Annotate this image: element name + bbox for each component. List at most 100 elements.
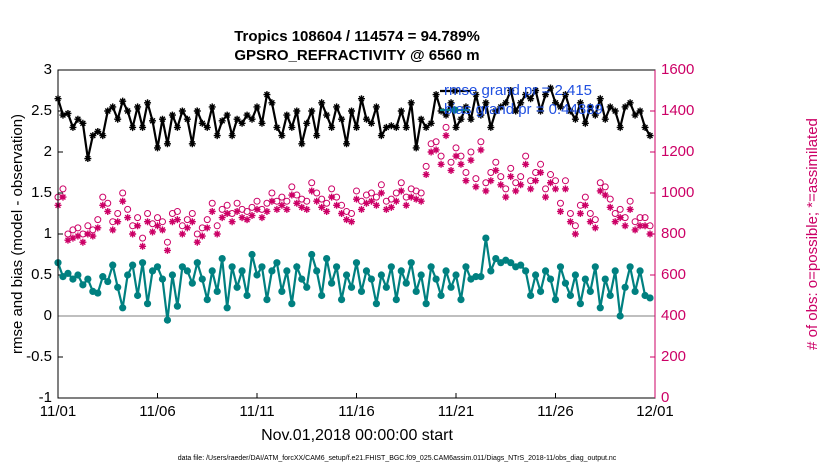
point — [168, 271, 177, 279]
point — [532, 271, 540, 279]
point — [556, 103, 564, 111]
point — [606, 291, 614, 300]
point — [437, 291, 445, 300]
point — [198, 119, 206, 127]
point — [163, 316, 172, 324]
point — [343, 216, 351, 224]
point — [437, 152, 445, 160]
footnote: data file: /Users/raeder/DAI/ATM_forcXX/… — [178, 455, 617, 462]
point — [457, 160, 465, 168]
point — [59, 185, 67, 193]
point — [502, 193, 510, 201]
legend-label: rmse grand pr = 2.415 — [444, 82, 592, 99]
point — [59, 111, 67, 119]
point — [149, 228, 157, 236]
point — [183, 267, 191, 275]
point — [387, 263, 395, 271]
point — [148, 267, 157, 275]
point — [223, 304, 231, 312]
point — [268, 99, 276, 107]
point — [94, 289, 102, 297]
point — [144, 210, 152, 217]
point — [109, 103, 117, 111]
point — [581, 119, 589, 127]
point — [79, 281, 87, 289]
point — [69, 234, 77, 242]
point — [173, 123, 181, 131]
point — [348, 107, 356, 115]
point — [626, 197, 634, 205]
point — [537, 160, 545, 168]
point — [377, 271, 385, 279]
point — [402, 123, 410, 131]
point — [387, 203, 395, 211]
point — [407, 193, 415, 201]
point — [621, 283, 629, 291]
point — [477, 138, 485, 146]
point — [397, 187, 405, 195]
point — [173, 216, 181, 224]
point — [527, 95, 535, 103]
point — [178, 107, 186, 115]
point — [268, 267, 276, 275]
point — [571, 230, 579, 238]
point — [203, 224, 211, 232]
point — [318, 291, 326, 300]
point — [273, 123, 281, 131]
point — [238, 214, 246, 222]
point — [139, 242, 147, 250]
point — [89, 232, 97, 240]
point — [537, 107, 545, 115]
point — [328, 185, 336, 193]
point — [497, 103, 505, 111]
point — [357, 95, 365, 103]
point — [338, 115, 346, 123]
point — [263, 207, 271, 215]
point — [278, 201, 286, 209]
point — [213, 132, 221, 140]
point — [228, 218, 236, 226]
point — [74, 115, 82, 123]
point — [502, 185, 510, 193]
point — [442, 111, 450, 119]
point — [556, 207, 564, 215]
point — [497, 181, 505, 189]
point — [124, 271, 132, 279]
point — [616, 214, 624, 222]
point — [218, 117, 226, 125]
point — [243, 111, 251, 119]
point — [362, 115, 370, 123]
point — [338, 210, 346, 217]
point — [641, 214, 649, 222]
point — [357, 205, 365, 213]
point — [367, 189, 375, 197]
point — [591, 111, 599, 119]
point — [472, 175, 480, 183]
point — [243, 216, 251, 224]
point — [168, 111, 176, 119]
point — [218, 205, 226, 213]
point — [462, 177, 470, 185]
point — [472, 91, 480, 99]
point — [283, 267, 291, 275]
point — [163, 238, 171, 246]
point — [392, 123, 400, 131]
point — [437, 160, 445, 168]
point — [84, 155, 92, 163]
point — [218, 255, 226, 263]
point — [472, 183, 480, 191]
point — [278, 132, 286, 140]
point — [74, 224, 82, 232]
point — [542, 185, 550, 193]
point — [452, 271, 460, 279]
point — [233, 283, 241, 291]
point — [601, 115, 609, 123]
point — [606, 103, 614, 111]
point — [114, 283, 122, 291]
point — [566, 218, 574, 226]
point — [94, 128, 102, 135]
point — [601, 275, 609, 283]
point — [561, 185, 569, 193]
point — [313, 197, 321, 205]
point — [571, 115, 579, 123]
